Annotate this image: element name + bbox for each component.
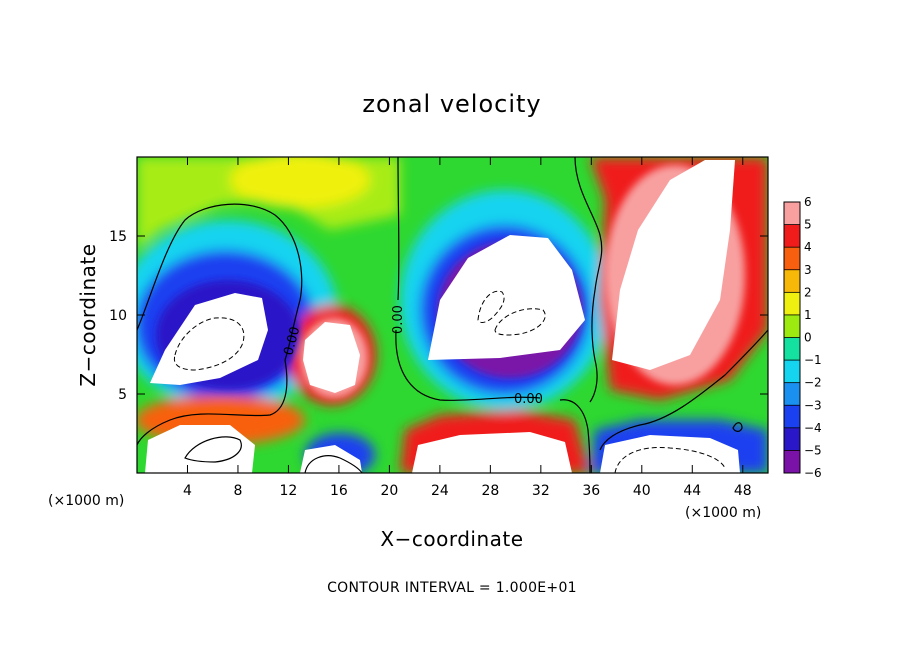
core-right-center-cell bbox=[303, 322, 360, 393]
colorbar-segment bbox=[784, 247, 800, 271]
colorbar-segment bbox=[784, 292, 800, 316]
x-tick-label: 36 bbox=[582, 483, 600, 499]
y-tick-label: 10 bbox=[109, 308, 127, 324]
colorbar-tick-label: −1 bbox=[804, 353, 822, 367]
contour-label-bottom: 0.00 bbox=[514, 392, 543, 407]
core-bottom-right bbox=[600, 435, 740, 473]
contour-zero-bottom-left bbox=[184, 436, 242, 463]
colorbar-segment bbox=[784, 202, 800, 226]
contour-zero-bottom bbox=[559, 399, 591, 473]
x-tick-label: 12 bbox=[280, 483, 298, 499]
core-middle-cell bbox=[428, 235, 585, 360]
x-axis-unit-left: (×1000 m) bbox=[48, 493, 124, 509]
x-tick-label: 24 bbox=[431, 483, 449, 499]
x-axis-ticks: 4 8 12 16 20 24 28 32 36 40 44 48 bbox=[183, 157, 752, 499]
colorbar-tick-label: −4 bbox=[804, 421, 822, 435]
chart-title: zonal velocity bbox=[362, 90, 541, 118]
x-axis-label: X−coordinate bbox=[380, 527, 523, 551]
dashed-contour-middle-cell bbox=[494, 308, 546, 336]
colorbar-tick-label: 5 bbox=[804, 218, 812, 232]
dashed-contour-middle-cell-upper bbox=[477, 290, 505, 323]
colorbar-tick-label: 0 bbox=[804, 331, 812, 345]
x-tick-label: 48 bbox=[734, 483, 752, 499]
contour-zero-vertical-center bbox=[397, 157, 400, 301]
colorbar-segment bbox=[784, 360, 800, 384]
core-left-cell bbox=[150, 293, 268, 385]
region-yellow-top-center-left bbox=[230, 157, 370, 208]
x-tick-label: 16 bbox=[330, 483, 348, 499]
y-axis-ticks: 5 10 15 bbox=[109, 229, 768, 403]
contour-zero-left-upper bbox=[137, 359, 288, 446]
x-tick-label: 8 bbox=[233, 483, 242, 499]
contour-interval-note: CONTOUR INTERVAL = 1.000E+01 bbox=[327, 580, 577, 596]
colorbar-segment bbox=[784, 427, 800, 451]
colorbar-tick-label: 3 bbox=[804, 263, 812, 277]
contour-zero-right-band bbox=[574, 157, 603, 403]
contour-zero-bottom-center bbox=[304, 455, 363, 473]
x-tick-label: 28 bbox=[481, 483, 499, 499]
colorbar-tick-label: −2 bbox=[804, 376, 822, 390]
contour-label-center: 0.00 bbox=[391, 305, 406, 334]
core-bottom-middle bbox=[412, 432, 572, 473]
colorbar-segment bbox=[784, 269, 800, 293]
y-axis-label: Z−coordinate bbox=[76, 243, 100, 386]
colorbar-tick-label: 1 bbox=[804, 308, 812, 322]
colorbar-segment bbox=[784, 405, 800, 429]
colorbar-tick-label: −5 bbox=[804, 443, 822, 457]
contour-zero-left-loop bbox=[137, 203, 303, 361]
contour-zero-vertical-center-lower bbox=[395, 329, 541, 401]
contour-zero-small-right bbox=[732, 422, 743, 432]
dashed-contour-bottom-right bbox=[614, 446, 726, 473]
colorbar-segment bbox=[784, 450, 800, 474]
x-tick-label: 44 bbox=[683, 483, 701, 499]
colorbar-segment bbox=[784, 224, 800, 248]
contour-labels: 0.00 0.00 0.00 bbox=[281, 305, 543, 407]
dashed-contour-left-cell bbox=[173, 317, 245, 371]
contour-zero-right-lower bbox=[599, 329, 768, 451]
colorbar-tick-label: 4 bbox=[804, 240, 812, 254]
colorbar-segment bbox=[784, 382, 800, 406]
core-bottom-center-left bbox=[300, 445, 362, 473]
colorbar-tick-label: −6 bbox=[804, 466, 822, 480]
x-axis-unit-right: (×1000 m) bbox=[685, 505, 761, 521]
colorbar-tick-label: 2 bbox=[804, 285, 812, 299]
y-tick-label: 15 bbox=[109, 229, 127, 245]
colorbar-segment bbox=[784, 337, 800, 361]
core-right-cell bbox=[612, 160, 735, 370]
x-tick-label: 32 bbox=[532, 483, 550, 499]
x-tick-label: 20 bbox=[380, 483, 398, 499]
x-tick-label: 40 bbox=[633, 483, 651, 499]
colorbar-tick-label: −3 bbox=[804, 398, 822, 412]
colorbar: 6 5 4 3 2 1 0 −1 −2 −3 −4 −5 −6 bbox=[783, 195, 822, 480]
contour-label-left: 0.00 bbox=[281, 325, 303, 357]
x-tick-label: 4 bbox=[183, 483, 192, 499]
contour-lines bbox=[137, 157, 768, 473]
y-tick-label: 5 bbox=[118, 387, 127, 403]
heatmap-field bbox=[137, 157, 768, 473]
dashed-contours bbox=[173, 290, 726, 473]
colorbar-tick-label: 6 bbox=[804, 195, 812, 209]
colorbar-segment bbox=[784, 314, 800, 338]
